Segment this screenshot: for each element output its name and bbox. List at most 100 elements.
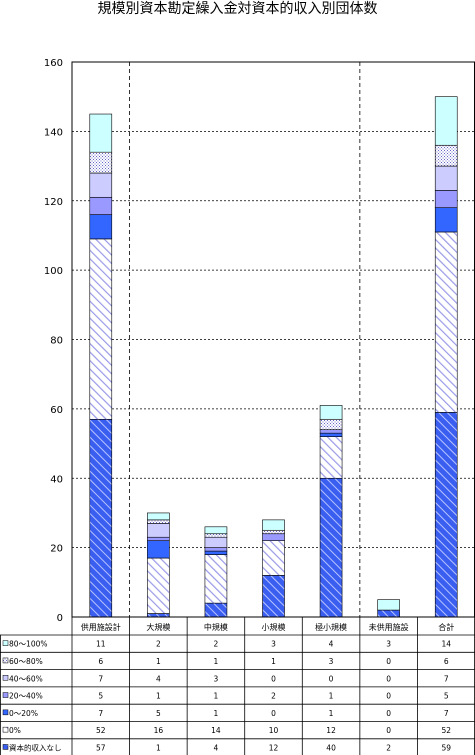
- bar-segment: [204, 533, 228, 538]
- table-cell-value: 0: [271, 674, 276, 683]
- series-label: 20～40%: [9, 692, 43, 701]
- table-cell-value: 7: [98, 709, 103, 718]
- table-cell-value: 1: [156, 657, 161, 666]
- table-cell-value: 7: [444, 674, 449, 683]
- legend-key: [2, 657, 9, 664]
- legend-key: [2, 692, 9, 698]
- table-cell-value: 57: [96, 743, 106, 752]
- bar-segment: [434, 190, 458, 208]
- table-cell-value: 2: [156, 640, 161, 649]
- bar-segment: [434, 207, 458, 233]
- series-label: 0%: [9, 726, 21, 735]
- table-cell-value: 0: [329, 674, 334, 683]
- bar-segment: [89, 214, 113, 240]
- bar-segment: [204, 547, 228, 552]
- y-tick-label: 80: [50, 336, 63, 347]
- category-label: 中規模: [204, 622, 228, 632]
- table-cell-value: 7: [98, 674, 103, 683]
- bar-segment: [147, 540, 170, 559]
- table-cell-value: 1: [329, 709, 334, 718]
- series-label: 60～80%: [9, 657, 43, 666]
- table-cell-value: 5: [156, 709, 161, 718]
- series-label: 80～100%: [9, 640, 48, 649]
- y-tick-label: 160: [44, 58, 63, 69]
- category-label: 未供用施設: [369, 622, 409, 632]
- y-tick-label: 0: [57, 613, 63, 624]
- y-tick-label: 140: [44, 127, 63, 138]
- bar-segment: [377, 609, 400, 618]
- bar-segment: [204, 526, 228, 535]
- bars-layer: [89, 96, 458, 618]
- table-cell-value: 10: [269, 726, 279, 735]
- bar-segment: [147, 519, 170, 524]
- table-cell-value: 0: [386, 657, 391, 666]
- table-cell-value: 4: [156, 674, 161, 683]
- y-tick-label: 60: [50, 405, 63, 416]
- bar-segment: [319, 405, 343, 420]
- bar-segment: [434, 144, 458, 167]
- table-cell-value: 11: [96, 640, 106, 649]
- table-cell-value: 1: [214, 709, 219, 718]
- table-cell-value: 12: [326, 726, 336, 735]
- bar-segment: [204, 554, 228, 604]
- bar-segment: [434, 96, 458, 146]
- table-cell-value: 14: [441, 640, 451, 649]
- table-cell-value: 0: [386, 726, 391, 735]
- table-cell-value: 12: [269, 743, 279, 752]
- bar-segment: [204, 602, 228, 618]
- y-tick-label: 40: [50, 474, 63, 485]
- table-cell-value: 4: [329, 640, 334, 649]
- table-cell-value: 1: [214, 692, 219, 701]
- table-cell-value: 5: [98, 692, 103, 701]
- table-cell-value: 0: [386, 692, 391, 701]
- table-cell-value: 5: [444, 692, 449, 701]
- table-cell-value: 59: [441, 743, 451, 752]
- series-label: 0～20%: [9, 709, 38, 718]
- bar-segment: [147, 523, 170, 538]
- legend-key: [2, 744, 9, 750]
- y-tick-label: 120: [44, 197, 63, 208]
- table-cell-value: 2: [214, 640, 219, 649]
- table-cell-value: 1: [214, 657, 219, 666]
- table-cell-value: 1: [271, 657, 276, 666]
- table-cell-value: 3: [329, 657, 334, 666]
- table-cell-value: 1: [156, 692, 161, 701]
- bar-segment: [147, 536, 170, 541]
- legend-key: [2, 726, 9, 733]
- bar-segment: [262, 540, 285, 576]
- bar-segment: [89, 151, 113, 174]
- series-label: 40～60%: [9, 674, 43, 683]
- legend-key: [2, 675, 9, 681]
- table-cell-value: 40: [326, 743, 336, 752]
- table-cell-value: 3: [271, 640, 276, 649]
- bar-segment: [319, 429, 343, 434]
- bar-segment: [434, 412, 458, 618]
- table-cell-value: 6: [98, 657, 103, 666]
- bar-segment: [147, 557, 170, 614]
- bar-segment: [89, 238, 113, 420]
- chart-title: 規模別資本勘定繰入金対資本的収入別団体数: [97, 1, 378, 17]
- table-cell-value: 2: [386, 743, 391, 752]
- table-cell-value: 14: [211, 726, 221, 735]
- bar-segment: [319, 436, 343, 479]
- bar-segment: [434, 165, 458, 191]
- series-label: 資本的収入なし: [9, 742, 62, 752]
- table-cell-value: 2: [271, 692, 276, 701]
- bar-segment: [434, 231, 458, 413]
- bar-segment: [147, 512, 170, 521]
- bar-segment: [89, 172, 113, 198]
- bar-segment: [89, 113, 113, 153]
- category-label: 供用施設計: [81, 622, 121, 632]
- bar-segment: [204, 550, 228, 555]
- bar-segment: [262, 529, 285, 535]
- bar-segment: [377, 599, 400, 611]
- y-tick-label: 100: [44, 266, 63, 277]
- table-cell-value: 1: [329, 692, 334, 701]
- bar-segment: [204, 536, 228, 548]
- category-label: 小規模: [262, 622, 286, 632]
- table-cell-value: 0: [271, 709, 276, 718]
- bar-segment: [319, 477, 343, 618]
- category-label: 極小規模: [315, 622, 347, 632]
- table-cell-value: 4: [214, 743, 219, 752]
